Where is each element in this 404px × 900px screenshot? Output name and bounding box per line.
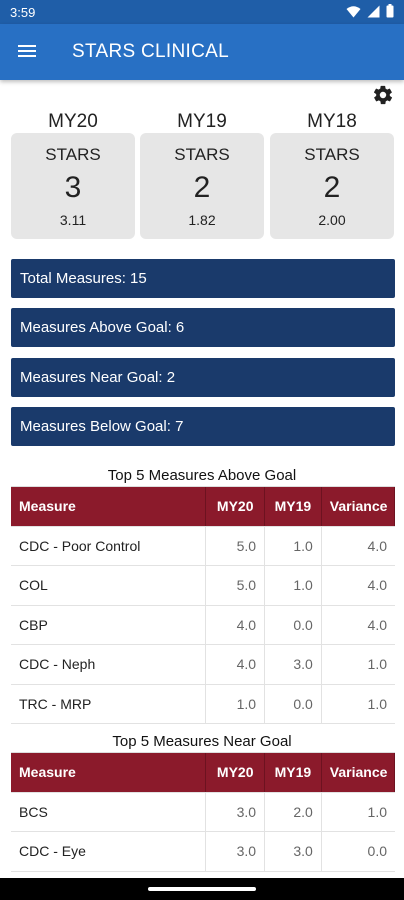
star-card-my20: STARS 3 3.11 [11,133,135,239]
cell-my19: 0.0 [265,605,322,644]
system-navigation-bar [0,878,404,900]
column-header-my19[interactable]: MY19 [265,487,322,526]
cell-variance: 1.0 [367,803,388,820]
table-row[interactable]: TRC - MRP 1.0 0.0 1.0 [11,684,395,724]
star-card-label: STARS [304,145,360,164]
star-score: 1.82 [188,212,216,228]
cell-my19: 1.0 [265,566,322,605]
star-score: 2.00 [318,212,346,228]
star-rating: 2 [193,171,211,204]
cell-my19: 0.0 [265,684,322,723]
cell-my20: 3.0 [206,832,266,871]
near-goal-title: Top 5 Measures Near Goal [112,733,292,750]
cell-measure: CDC - Eye [11,832,207,871]
table-row[interactable]: CBP 4.0 0.0 4.0 [11,605,395,645]
column-header-measure[interactable]: Measure [11,753,207,792]
app-bar: STARS CLINICAL [0,24,404,80]
cell-variance: 4.0 [367,577,388,594]
near-goal-table: Measure MY20 MY19 Variance BCS 3.0 2.0 1… [11,752,395,872]
cell-my20: 4.0 [206,645,266,684]
cell-measure: CDC - Poor Control [11,526,207,565]
cell-measure: CBP [11,605,207,644]
table-row[interactable]: CDC - Poor Control 5.0 1.0 4.0 [11,526,395,566]
cell-measure: TRC - MRP [11,684,207,723]
star-card-label: STARS [45,145,101,164]
year-label-my18: MY18 [307,111,357,132]
star-card-my19: STARS 2 1.82 [140,133,264,239]
cell-my19: 2.0 [265,792,322,831]
cell-variance: 1.0 [367,695,388,712]
signal-icon [367,5,380,17]
status-bar: 3:59 [0,0,404,24]
above-goal-table: Measure MY20 MY19 Variance CDC - Poor Co… [11,486,395,724]
table-header-row: Measure MY20 MY19 Variance [11,753,395,793]
cell-my19: 1.0 [265,526,322,565]
home-gesture-handle[interactable] [148,887,256,891]
status-icons [346,4,394,18]
cell-my20: 5.0 [206,566,266,605]
summary-above-goal[interactable]: Measures Above Goal: 6 [11,308,395,347]
cell-my20: 5.0 [206,526,266,565]
summary-below-goal[interactable]: Measures Below Goal: 7 [11,407,395,446]
cell-variance: 4.0 [367,537,388,554]
column-header-variance[interactable]: Variance [322,487,395,526]
table-header-row: Measure MY20 MY19 Variance [11,487,395,527]
cell-measure: COL [11,566,207,605]
cell-my19: 3.0 [265,645,322,684]
star-score: 3.11 [59,212,87,228]
column-header-variance[interactable]: Variance [322,753,395,792]
table-row[interactable]: CDC - Neph 4.0 3.0 1.0 [11,645,395,685]
cell-variance: 0.0 [367,843,388,860]
cell-my20: 1.0 [206,684,266,723]
table-row[interactable]: CDC - Eye 3.0 3.0 0.0 [11,832,395,872]
year-label-my19: MY19 [177,111,227,132]
cell-measure: CDC - Neph [11,645,207,684]
wifi-icon [346,5,361,17]
column-header-measure[interactable]: Measure [11,487,207,526]
star-rating: 2 [323,171,341,204]
cell-variance: 1.0 [367,656,388,673]
column-header-my20[interactable]: MY20 [206,753,266,792]
cell-my20: 3.0 [206,792,266,831]
star-rating: 3 [64,171,82,204]
gear-icon[interactable] [372,84,394,106]
column-header-my19[interactable]: MY19 [265,753,322,792]
summary-total-measures[interactable]: Total Measures: 15 [11,259,395,298]
table-row[interactable]: BCS 3.0 2.0 1.0 [11,792,395,832]
star-card-my18: STARS 2 2.00 [270,133,394,239]
year-label-my20: MY20 [48,111,98,132]
cell-variance: 4.0 [367,616,388,633]
cell-measure: BCS [11,792,207,831]
hamburger-icon[interactable] [18,42,38,62]
column-header-my20[interactable]: MY20 [206,487,266,526]
summary-near-goal[interactable]: Measures Near Goal: 2 [11,358,395,397]
battery-icon [386,4,394,18]
cell-my20: 4.0 [206,605,266,644]
above-goal-title: Top 5 Measures Above Goal [107,467,297,484]
cell-my19: 3.0 [265,832,322,871]
star-card-label: STARS [174,145,230,164]
app-title: STARS CLINICAL [72,41,229,62]
table-row[interactable]: COL 5.0 1.0 4.0 [11,566,395,606]
year-labels: MY20 MY19 MY18 [0,111,404,132]
status-time: 3:59 [10,5,36,20]
